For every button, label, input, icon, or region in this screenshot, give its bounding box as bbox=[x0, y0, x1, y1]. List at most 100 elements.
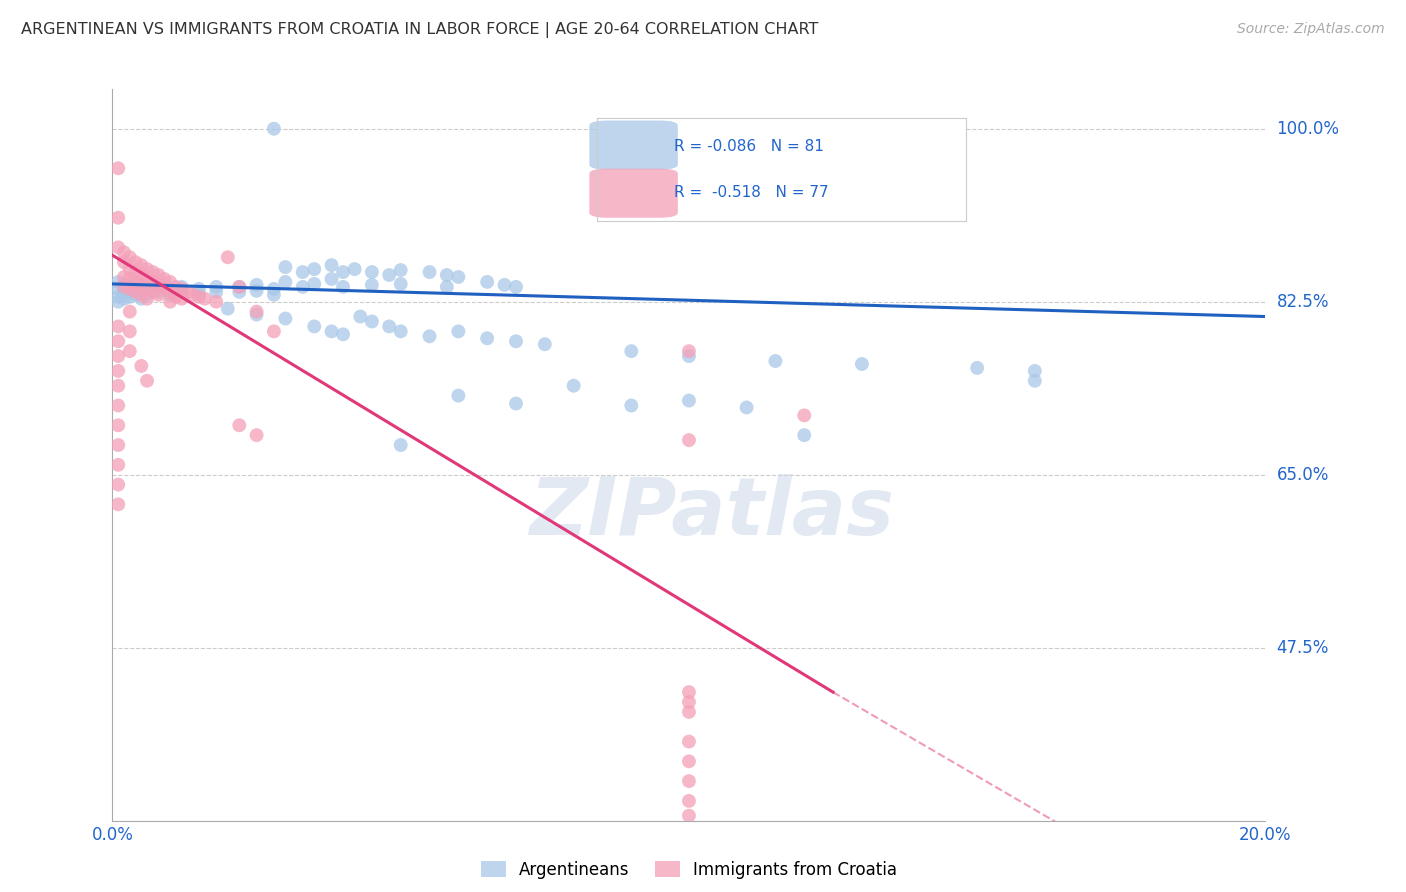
Point bbox=[136, 282, 159, 296]
Point bbox=[142, 279, 165, 293]
Point bbox=[159, 285, 181, 299]
Point bbox=[129, 287, 153, 301]
Point bbox=[505, 396, 527, 410]
Point bbox=[118, 285, 141, 299]
Point bbox=[136, 272, 159, 286]
Point bbox=[124, 287, 146, 301]
Point bbox=[107, 319, 129, 334]
Point bbox=[118, 324, 141, 338]
Point bbox=[217, 301, 239, 316]
Point bbox=[447, 270, 470, 285]
Point bbox=[107, 290, 129, 304]
Point bbox=[291, 265, 314, 279]
Point bbox=[475, 331, 498, 345]
Point bbox=[263, 121, 285, 136]
Text: 82.5%: 82.5% bbox=[1277, 293, 1329, 310]
Point bbox=[107, 364, 129, 378]
Point bbox=[678, 774, 700, 789]
Point bbox=[112, 280, 135, 294]
Point bbox=[159, 282, 181, 296]
Point bbox=[129, 292, 153, 306]
Point bbox=[389, 263, 412, 277]
Point bbox=[124, 265, 146, 279]
Point bbox=[118, 282, 141, 296]
Point bbox=[419, 329, 441, 343]
Point bbox=[274, 311, 297, 326]
Point bbox=[170, 285, 193, 299]
Point bbox=[129, 280, 153, 294]
Point bbox=[136, 282, 159, 296]
Point bbox=[107, 334, 129, 349]
Point bbox=[159, 287, 181, 301]
Point bbox=[291, 280, 314, 294]
Point bbox=[107, 240, 129, 254]
Point bbox=[245, 308, 267, 322]
Point bbox=[124, 285, 146, 299]
Point bbox=[136, 374, 159, 388]
Point bbox=[228, 280, 250, 294]
Text: R =  -0.518   N = 77: R = -0.518 N = 77 bbox=[675, 185, 828, 200]
Point bbox=[107, 161, 129, 176]
Point bbox=[118, 304, 141, 318]
Point bbox=[142, 285, 165, 299]
Point bbox=[112, 285, 135, 299]
Point bbox=[107, 282, 129, 296]
Point bbox=[129, 268, 153, 282]
Text: 47.5%: 47.5% bbox=[1277, 639, 1329, 657]
Point bbox=[678, 393, 700, 408]
Point bbox=[112, 255, 135, 269]
Point bbox=[620, 344, 643, 359]
Point bbox=[332, 327, 354, 342]
Text: Source: ZipAtlas.com: Source: ZipAtlas.com bbox=[1237, 22, 1385, 37]
Point bbox=[765, 354, 787, 368]
Point bbox=[678, 349, 700, 363]
Point bbox=[159, 294, 181, 309]
Point bbox=[188, 290, 211, 304]
Point bbox=[181, 287, 204, 301]
Point bbox=[205, 294, 228, 309]
Point bbox=[205, 285, 228, 299]
Point bbox=[245, 277, 267, 292]
Point bbox=[389, 277, 412, 291]
Point bbox=[349, 310, 371, 324]
Point bbox=[620, 399, 643, 413]
FancyBboxPatch shape bbox=[589, 120, 678, 169]
Point bbox=[129, 258, 153, 272]
Point bbox=[321, 258, 343, 272]
Point bbox=[245, 304, 267, 318]
Point bbox=[142, 284, 165, 298]
Point bbox=[447, 324, 470, 338]
Point bbox=[304, 262, 326, 277]
Point bbox=[228, 418, 250, 433]
Point bbox=[678, 705, 700, 719]
Point bbox=[360, 277, 382, 292]
Point bbox=[124, 277, 146, 291]
Point bbox=[107, 349, 129, 363]
Point bbox=[475, 275, 498, 289]
Point bbox=[159, 275, 181, 289]
Point bbox=[494, 277, 516, 292]
Point bbox=[505, 280, 527, 294]
Point bbox=[194, 292, 217, 306]
Point bbox=[107, 438, 129, 452]
Point bbox=[378, 268, 401, 282]
Point bbox=[118, 280, 141, 294]
Point bbox=[678, 794, 700, 808]
Point bbox=[678, 808, 700, 822]
Point bbox=[678, 695, 700, 709]
Point bbox=[129, 277, 153, 292]
Point bbox=[124, 275, 146, 289]
Point bbox=[142, 265, 165, 279]
Point bbox=[118, 250, 141, 264]
Point bbox=[228, 285, 250, 299]
Point bbox=[170, 292, 193, 306]
Point bbox=[153, 272, 176, 286]
Point bbox=[136, 292, 159, 306]
FancyBboxPatch shape bbox=[589, 169, 678, 218]
Point bbox=[118, 282, 141, 296]
Point bbox=[107, 458, 129, 472]
Point bbox=[170, 282, 193, 296]
Point bbox=[112, 245, 135, 260]
Point bbox=[332, 265, 354, 279]
Point bbox=[153, 282, 176, 296]
